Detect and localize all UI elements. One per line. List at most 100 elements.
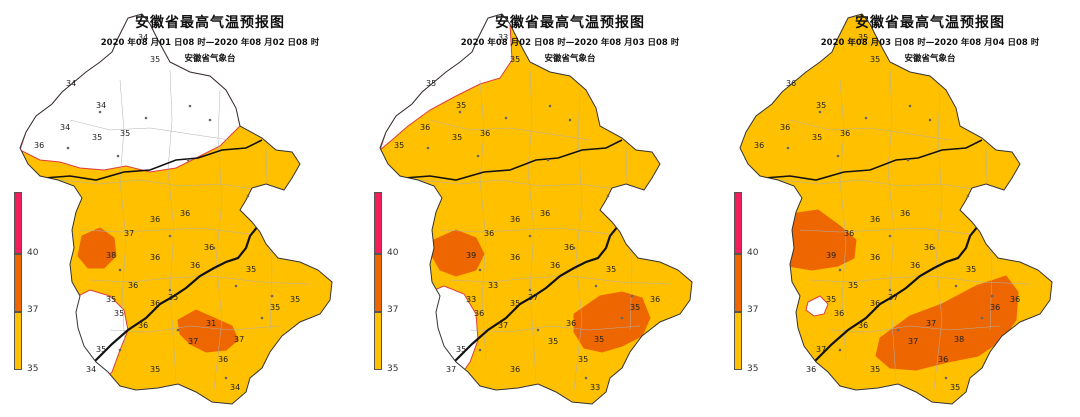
temperature-value: 35 [548,337,558,346]
city-dot [188,104,192,108]
city-dot [630,294,634,298]
legend-band-35-37 [734,312,742,370]
temperature-value: 36 [566,319,576,328]
legend-label-35: 35 [27,364,39,374]
color-legend: 40 37 35 [374,192,400,382]
temperature-value: 36 [150,253,160,262]
city-dot [954,284,958,288]
temperature-value: 36 [180,209,190,218]
temperature-value: 35 [630,303,640,312]
province-boundary [379,13,693,405]
temperature-labels: 33 35 35 35 36 35 36 35 39 36 36 36 36 36 33 33 36 35 37 37… [394,33,660,392]
city-dot [528,234,532,238]
city-dot [944,376,948,380]
temperature-labels: 34 35 34 34 34 35 35 36 38 36 37 36 36 36 36 35 35 36 36 35… [34,33,300,392]
temperature-value: 35 [120,129,130,138]
temperature-value: 37 [908,337,918,346]
city-dot [548,104,552,108]
temperature-value: 34 [66,79,76,88]
city-dot [116,154,120,158]
temperature-value: 37 [188,337,198,346]
city-dot [234,284,238,288]
temperature-value: 35 [168,293,178,302]
yangtze-river [77,217,263,379]
temperature-value: 37 [124,229,134,238]
city-dot [528,288,532,292]
temperature-value: 39 [466,251,476,260]
city-dot [476,154,480,158]
temperature-value: 35 [858,33,868,42]
legend-band-37-40 [14,254,22,312]
city-dot [786,146,790,150]
city-dot [478,348,482,352]
temperature-value: 36 [786,79,796,88]
temperature-value: 36 [924,243,934,252]
city-dot [66,146,70,150]
temperature-value: 36 [910,261,920,270]
province-boundary [739,13,1053,405]
city-dot [990,294,994,298]
city-dot [426,146,430,150]
city-labels [426,104,634,380]
temperature-value: 36 [1010,295,1020,304]
legend-label-40: 40 [747,248,759,258]
city-dot [572,246,576,250]
province-map: 33 35 35 35 36 35 36 35 39 36 36 36 36 36 33 33 36 35 37 37… [379,13,693,405]
temperature-value: 35 [106,295,116,304]
legend-band-37-40 [734,254,742,312]
city-dot [584,376,588,380]
forecast-period: 2020 年08 月02 日08 时—2020 年08 月03 日08 时 [460,38,680,48]
temperature-value: 31 [206,319,216,328]
province-map: 35 35 36 35 36 35 36 36 39 36 36 36 36 36 35 35 36 36 36 37… [739,13,1053,405]
temperature-value: 36 [840,129,850,138]
temperature-value: 34 [230,383,240,392]
temperature-value: 36 [150,299,160,308]
temperature-value: 33 [590,383,600,392]
temperature-value: 34 [86,365,96,374]
temperature-value: 36 [510,215,520,224]
map-title: 安徽省最高气温预报图 [135,15,285,31]
city-dot [546,158,550,162]
temperature-value: 36 [128,281,138,290]
city-dot [98,110,102,114]
temperature-value: 36 [420,123,430,132]
city-dot [568,118,572,122]
forecast-map-panel-3: 35 35 36 35 36 35 36 36 39 36 36 36 36 36 35 35 36 36 36 37… [720,0,1080,417]
city-dot [928,118,932,122]
temperature-value: 35 [816,101,826,110]
temperature-value: 36 [540,209,550,218]
city-dot [966,194,970,198]
province-base-area [380,14,692,404]
legend-band-40-plus [374,192,382,254]
map-title: 安徽省最高气温预报图 [855,15,1005,31]
city-dot [606,194,610,198]
temperature-value: 36 [480,129,490,138]
city-dot [144,116,148,120]
temperature-value: 36 [510,253,520,262]
legend-label-35: 35 [747,364,759,374]
temperature-value: 36 [900,209,910,218]
above-37-area-west [77,227,117,269]
huaihe-river [380,139,623,181]
temperature-value: 36 [870,253,880,262]
temperature-value: 35 [270,303,280,312]
temperature-value: 37 [926,319,936,328]
temperature-value: 34 [60,123,70,132]
temperature-value: 35 [114,309,124,318]
issuing-agency: 安徽省气象台 [544,54,596,64]
temperature-value: 37 [888,293,898,302]
temperature-value: 35 [150,55,160,64]
city-dot [536,328,540,332]
city-dot [888,234,892,238]
legend-band-40-plus [734,192,742,254]
city-dot [458,110,462,114]
city-dot [176,328,180,332]
temperature-value: 36 [938,355,948,364]
legend-label-40: 40 [387,248,399,258]
city-dot [118,268,122,272]
city-dot [888,288,892,292]
temperature-value: 36 [34,141,44,150]
temperature-value: 36 [204,243,214,252]
city-dot [478,268,482,272]
temperature-value: 33 [498,33,508,42]
